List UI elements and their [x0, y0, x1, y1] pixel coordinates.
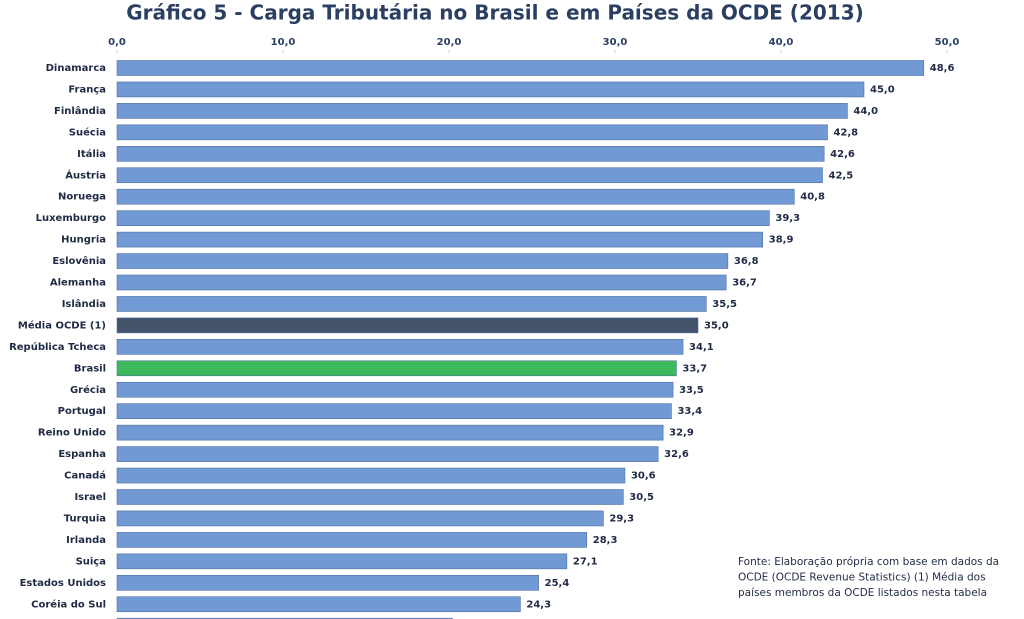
note: países membros da OCDE listados nesta ta… [738, 587, 987, 599]
category-label: Coréia do Sul [31, 598, 106, 610]
value-label: 39,3 [775, 213, 800, 224]
bar [116, 553, 568, 570]
bar [116, 60, 925, 76]
bar [116, 81, 865, 98]
value-label: 34,1 [689, 342, 714, 353]
bar [116, 574, 539, 591]
category-label: Israel [74, 492, 106, 503]
value-label: 40,8 [800, 192, 825, 203]
category-label: Suécia [69, 126, 106, 138]
category-label: Áustria [65, 168, 106, 181]
value-label: 32,6 [664, 449, 689, 460]
category-label: Itália [77, 148, 106, 160]
bar [116, 532, 588, 548]
category-label: Hungria [61, 235, 106, 246]
value-label: 27,1 [573, 556, 598, 567]
category-label: França [68, 84, 106, 95]
bar [116, 146, 825, 162]
x-tick-label: 50,0 [935, 37, 960, 48]
category-label: Reino Unido [38, 428, 106, 439]
category-label: Grécia [70, 384, 106, 396]
category-label: Eslovênia [52, 255, 106, 267]
category-label: Noruega [58, 192, 106, 203]
category-label: Suiça [76, 556, 106, 567]
bar [116, 124, 828, 141]
bar [116, 103, 848, 119]
bar [116, 510, 604, 527]
value-label: 36,8 [734, 256, 759, 267]
x-tick-label: 40,0 [769, 37, 794, 48]
value-label: 33,7 [682, 363, 707, 374]
value-label: 30,5 [629, 492, 654, 503]
category-label: Espanha [58, 449, 106, 460]
value-label: 38,9 [769, 235, 794, 246]
bar [116, 231, 764, 248]
bar [116, 360, 677, 377]
bar [116, 489, 624, 505]
category-label: Luxemburgo [36, 213, 107, 224]
bar [116, 253, 729, 269]
bar [116, 188, 795, 205]
bar [116, 210, 770, 226]
value-label: 33,4 [677, 406, 702, 417]
value-label: 42,8 [833, 127, 858, 138]
note: Fonte: Elaboração própria com base em da… [738, 556, 999, 568]
bar [116, 339, 684, 355]
category-label: Finlândia [54, 105, 106, 117]
value-label: 30,6 [631, 471, 656, 482]
x-tick-label: 30,0 [603, 37, 628, 48]
value-label: 48,6 [930, 63, 955, 74]
category-label: Portugal [58, 406, 106, 417]
value-label: 29,3 [609, 513, 634, 524]
bar [116, 381, 674, 398]
category-label: Irlanda [66, 535, 106, 546]
value-label: 36,7 [732, 278, 757, 289]
x-tick-label: 10,0 [271, 37, 296, 48]
bar [116, 317, 699, 334]
value-label: 35,0 [704, 320, 729, 331]
category-label: Estados Unidos [20, 578, 106, 589]
x-tick-label: 20,0 [437, 37, 462, 48]
bar [116, 596, 521, 613]
bar [116, 446, 659, 462]
value-label: 25,4 [545, 578, 570, 589]
bar [116, 274, 727, 291]
value-label: 42,5 [829, 170, 854, 181]
value-label: 32,9 [669, 428, 694, 439]
category-label: Turquia [64, 513, 106, 524]
bar [116, 296, 707, 312]
bar [116, 167, 823, 184]
value-label: 44,0 [853, 106, 878, 117]
category-label: Alemanha [50, 278, 106, 289]
category-label: Dinamarca [46, 63, 106, 74]
category-label: Média OCDE (1) [18, 319, 106, 331]
category-label: República Tcheca [9, 341, 106, 353]
category-label: Brasil [74, 363, 106, 374]
bar [116, 403, 672, 420]
x-tick-label: 0,0 [108, 37, 126, 48]
bar [116, 424, 664, 441]
value-label: 28,3 [593, 535, 618, 546]
value-label: 24,3 [526, 599, 551, 610]
value-label: 35,5 [712, 299, 737, 310]
category-label: Canadá [64, 470, 106, 482]
value-label: 42,6 [830, 149, 855, 160]
value-label: 45,0 [870, 84, 895, 95]
chart-title: Gráfico 5 - Carga Tributária no Brasil e… [126, 1, 864, 25]
note: OCDE (OCDE Revenue Statistics) (1) Média… [738, 572, 986, 584]
value-label: 33,5 [679, 385, 704, 396]
bar [116, 467, 626, 484]
category-label: Islândia [62, 298, 106, 310]
